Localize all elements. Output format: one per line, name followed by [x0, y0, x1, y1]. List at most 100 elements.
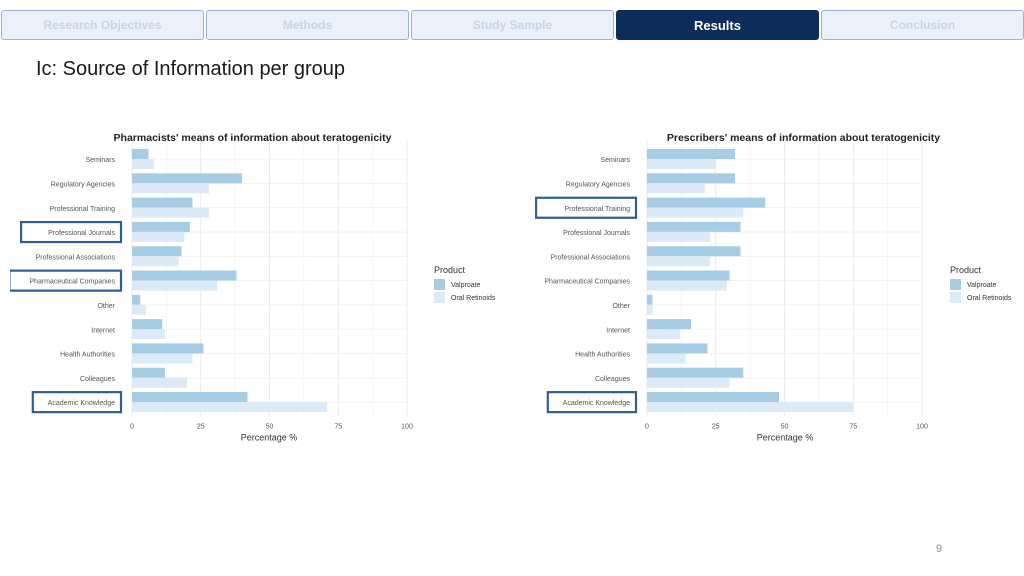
- chart-1-bar-oral-retinoids-professional-associations: [647, 256, 711, 267]
- chart-1-bar-valproate-professional-associations: [647, 246, 741, 257]
- chart-1-bar-oral-retinoids-professional-training: [647, 207, 744, 218]
- chart-0-category-label-professional-journals: Professional Journals: [48, 230, 115, 237]
- chart-0-category-label-other: Other: [97, 303, 115, 310]
- chart-0-highlight-box-academic-knowledge: [31, 391, 123, 414]
- pharmacists-chart: Pharmacists' means of information about …: [10, 125, 510, 455]
- chart-0-highlight-box-professional-journals: [20, 220, 123, 244]
- chart-0-legend-swatch-valproate: [434, 279, 445, 290]
- chart-0-bar-valproate-seminars: [132, 149, 149, 159]
- chart-1-category-label-professional-training: Professional Training: [565, 206, 630, 213]
- chart-0-bar-oral-retinoids-academic-knowledge: [132, 402, 328, 412]
- chart-0-category-label-professional-associations: Professional Associations: [36, 254, 116, 261]
- chart-1-bar-valproate-professional-training: [647, 197, 766, 208]
- chart-0-category-label-professional-training: Professional Training: [50, 206, 115, 213]
- chart-1-bar-oral-retinoids-professional-journals: [647, 231, 711, 242]
- chart-0-legend-label-oral-retinoids: Oral Retinoids: [451, 295, 496, 302]
- chart-1-x-tick-label: 50: [781, 423, 789, 430]
- chart-1-bar-valproate-pharmaceutical-companies: [647, 270, 730, 281]
- chart-0-bar-oral-retinoids-health-authorities: [132, 353, 193, 364]
- chart-0-category-label-academic-knowledge: Academic Knowledge: [48, 400, 115, 407]
- chart-1-legend-label-oral-retinoids: Oral Retinoids: [967, 295, 1012, 302]
- section-nav: Research Objectives Methods Study Sample…: [0, 10, 1024, 40]
- chart-1-category-label-pharmaceutical-companies: Pharmaceutical Companies: [544, 279, 630, 286]
- chart-1-title: Prescribers' means of information about …: [667, 132, 940, 144]
- chart-0-highlight-box-pharmaceutical-companies: [10, 269, 123, 292]
- chart-0-x-tick-label: 25: [197, 423, 205, 430]
- chart-0-x-tick-label: 0: [130, 423, 134, 430]
- chart-1-x-axis-label: Percentage %: [757, 432, 814, 442]
- chart-1-bar-valproate-professional-journals: [647, 221, 741, 232]
- chart-1-category-label-professional-journals: Professional Journals: [563, 230, 630, 237]
- chart-0-bar-valproate-professional-training: [132, 197, 193, 208]
- tab-research-objectives[interactable]: Research Objectives: [1, 10, 204, 40]
- chart-0-x-axis-label: Percentage %: [241, 432, 298, 442]
- chart-1-highlight-box-academic-knowledge: [546, 391, 638, 414]
- chart-0-bar-oral-retinoids-internet: [132, 329, 165, 340]
- chart-0-bar-valproate-academic-knowledge: [132, 392, 248, 402]
- chart-0-bar-oral-retinoids-seminars: [132, 159, 154, 169]
- chart-0-x-tick-label: 50: [266, 423, 274, 430]
- chart-0-category-label-health-authorities: Health Authorities: [60, 352, 115, 359]
- chart-0-category-label-colleagues: Colleagues: [80, 376, 116, 383]
- chart-0-bar-valproate-colleagues: [132, 367, 165, 378]
- chart-1-bar-valproate-internet: [647, 319, 691, 330]
- chart-1-x-tick-label: 0: [645, 423, 649, 430]
- tab-study-sample[interactable]: Study Sample: [411, 10, 614, 40]
- chart-1-bar-oral-retinoids-academic-knowledge: [647, 402, 854, 412]
- chart-0-category-label-internet: Internet: [91, 327, 115, 334]
- chart-1-bar-oral-retinoids-colleagues: [647, 377, 730, 388]
- chart-1-legend-title: Product: [950, 265, 982, 275]
- chart-1-bar-valproate-academic-knowledge: [647, 392, 779, 402]
- chart-1-bar-oral-retinoids-seminars: [647, 159, 716, 169]
- chart-0-bar-valproate-professional-journals: [132, 221, 190, 232]
- tab-methods[interactable]: Methods: [206, 10, 409, 40]
- chart-1-bar-oral-retinoids-other: [647, 304, 653, 315]
- page-number: 9: [936, 543, 943, 555]
- chart-0-bar-oral-retinoids-professional-journals: [132, 231, 185, 242]
- chart-1-bar-valproate-colleagues: [647, 367, 744, 378]
- chart-0-legend-title: Product: [434, 265, 466, 275]
- chart-1-category-label-professional-associations: Professional Associations: [551, 254, 631, 261]
- chart-1-bar-valproate-seminars: [647, 149, 735, 159]
- tab-conclusion[interactable]: Conclusion: [821, 10, 1024, 40]
- tab-results[interactable]: Results: [616, 10, 819, 40]
- page-title: Ic: Source of Information per group: [36, 58, 346, 80]
- chart-1-category-label-seminars: Seminars: [600, 157, 630, 164]
- chart-1-category-label-other: Other: [612, 303, 630, 310]
- chart-1-category-label-regulatory-agencies: Regulatory Agencies: [566, 181, 631, 188]
- chart-0-category-label-seminars: Seminars: [85, 157, 115, 164]
- prescribers-chart-svg: Prescribers' means of information about …: [535, 132, 1012, 442]
- chart-1-bar-oral-retinoids-pharmaceutical-companies: [647, 280, 727, 291]
- chart-1-x-tick-label: 25: [712, 423, 720, 430]
- chart-0-bar-oral-retinoids-regulatory-agencies: [132, 183, 209, 194]
- chart-0-legend-label-valproate: Valproate: [451, 282, 481, 289]
- chart-0-bar-valproate-other: [132, 294, 141, 305]
- chart-0-bar-oral-retinoids-other: [132, 304, 146, 315]
- chart-1-bar-oral-retinoids-health-authorities: [647, 353, 686, 364]
- chart-0-bar-oral-retinoids-professional-associations: [132, 256, 179, 267]
- chart-1-category-label-internet: Internet: [606, 327, 630, 334]
- chart-1-bar-valproate-regulatory-agencies: [647, 173, 735, 184]
- chart-1-bar-valproate-health-authorities: [647, 343, 708, 354]
- pharmacists-chart-svg: Pharmacists' means of information about …: [10, 132, 496, 442]
- chart-0-bar-valproate-professional-associations: [132, 246, 182, 257]
- chart-0-bar-valproate-health-authorities: [132, 343, 204, 354]
- chart-0-legend-swatch-oral-retinoids: [434, 292, 445, 303]
- chart-0-category-label-regulatory-agencies: Regulatory Agencies: [51, 181, 116, 188]
- chart-1-bar-oral-retinoids-regulatory-agencies: [647, 183, 705, 194]
- chart-1-legend-label-valproate: Valproate: [967, 282, 997, 289]
- chart-1-x-tick-label: 75: [849, 423, 857, 430]
- chart-0-category-label-pharmaceutical-companies: Pharmaceutical Companies: [29, 279, 115, 286]
- chart-1-bar-valproate-other: [647, 294, 653, 305]
- chart-1-bar-oral-retinoids-internet: [647, 329, 680, 340]
- chart-0-title: Pharmacists' means of information about …: [114, 132, 392, 144]
- chart-1-category-label-colleagues: Colleagues: [595, 376, 631, 383]
- chart-1-legend-swatch-oral-retinoids: [950, 292, 961, 303]
- chart-0-bar-valproate-internet: [132, 319, 163, 330]
- chart-0-x-tick-label: 100: [401, 423, 413, 430]
- chart-0-x-tick-label: 75: [334, 423, 342, 430]
- chart-1-highlight-box-professional-training: [535, 196, 638, 219]
- chart-0-bar-oral-retinoids-colleagues: [132, 377, 187, 388]
- chart-0-bar-oral-retinoids-professional-training: [132, 207, 209, 218]
- chart-1-category-label-academic-knowledge: Academic Knowledge: [563, 400, 630, 407]
